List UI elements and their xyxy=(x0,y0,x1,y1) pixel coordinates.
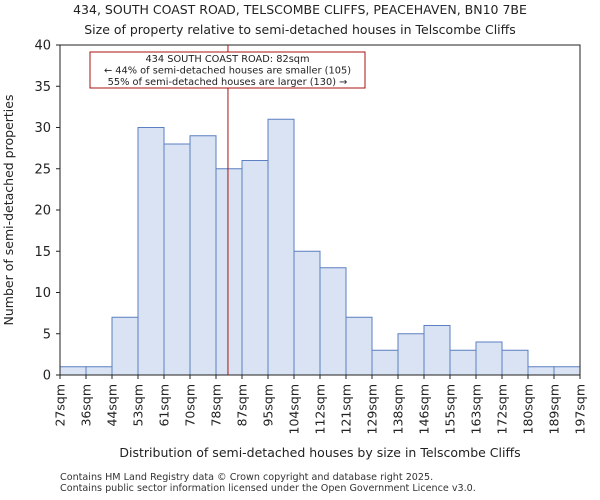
x-tick-label-121sqm: 121sqm xyxy=(339,384,354,434)
y-tick-label-30: 30 xyxy=(34,121,51,136)
bar-61sqm xyxy=(163,143,191,376)
footer-line-1: Contains HM Land Registry data © Crown c… xyxy=(60,472,434,483)
footer-line-2: Contains public sector information licen… xyxy=(60,483,476,494)
y-tick-label-5: 5 xyxy=(43,327,51,342)
x-tick-label-112sqm: 112sqm xyxy=(313,384,328,434)
x-tick-label-27sqm: 27sqm xyxy=(53,384,68,427)
bar-112sqm xyxy=(319,267,347,376)
x-tick-label-163sqm: 163sqm xyxy=(469,384,484,434)
bar-95sqm xyxy=(267,118,295,376)
x-tick-label-70sqm: 70sqm xyxy=(183,384,198,427)
x-tick-label-180sqm: 180sqm xyxy=(521,384,536,434)
y-tick-label-35: 35 xyxy=(34,80,51,95)
x-tick-label-129sqm: 129sqm xyxy=(365,384,380,434)
x-axis-label: Distribution of semi-detached houses by … xyxy=(119,445,520,460)
x-tick-label-95sqm: 95sqm xyxy=(261,384,276,427)
x-tick-label-146sqm: 146sqm xyxy=(417,384,432,434)
bar-87sqm xyxy=(241,160,269,376)
x-tick-label-36sqm: 36sqm xyxy=(79,384,94,427)
chart-subtitle: Size of property relative to semi-detach… xyxy=(84,22,516,37)
annotation-line-2: ← 44% of semi-detached houses are smalle… xyxy=(104,66,351,77)
bar-27sqm xyxy=(59,366,87,376)
x-tick-label-61sqm: 61sqm xyxy=(157,384,172,427)
bar-155sqm xyxy=(449,349,477,376)
annotation-line-1: 434 SOUTH COAST ROAD: 82sqm xyxy=(145,54,309,65)
y-tick-label-25: 25 xyxy=(34,162,51,177)
bar-180sqm xyxy=(527,366,555,376)
y-tick-label-0: 0 xyxy=(43,369,51,384)
bar-53sqm xyxy=(137,127,165,376)
x-tick-label-44sqm: 44sqm xyxy=(105,384,120,427)
x-tick-label-155sqm: 155sqm xyxy=(443,384,458,434)
chart-title: 434, SOUTH COAST ROAD, TELSCOMBE CLIFFS,… xyxy=(73,2,527,17)
annotation-box xyxy=(89,51,366,89)
bar-172sqm xyxy=(501,349,529,376)
footer: Contains HM Land Registry data © Crown c… xyxy=(60,472,476,494)
x-tick-label-172sqm: 172sqm xyxy=(495,384,510,434)
bar-138sqm xyxy=(397,333,425,376)
x-tick-label-53sqm: 53sqm xyxy=(131,384,146,427)
x-tick-label-104sqm: 104sqm xyxy=(287,384,302,434)
bar-129sqm xyxy=(371,349,399,376)
x-tick-label-87sqm: 87sqm xyxy=(235,384,250,427)
y-tick-label-10: 10 xyxy=(34,286,51,301)
bar-44sqm xyxy=(111,316,139,376)
bar-121sqm xyxy=(345,316,373,376)
y-axis-label: Number of semi-detached properties xyxy=(1,95,16,326)
annotation-line-3: 55% of semi-detached houses are larger (… xyxy=(108,77,348,88)
bar-163sqm xyxy=(475,341,503,376)
y-tick-label-40: 40 xyxy=(34,39,51,54)
bar-78sqm xyxy=(215,168,243,376)
bar-36sqm xyxy=(85,366,113,376)
y-tick-label-20: 20 xyxy=(34,204,51,219)
x-tick-label-197sqm: 197sqm xyxy=(573,384,588,434)
x-tick-label-189sqm: 189sqm xyxy=(547,384,562,434)
bar-70sqm xyxy=(189,135,217,376)
bar-189sqm xyxy=(553,366,581,376)
y-tick-label-15: 15 xyxy=(34,245,51,260)
x-tick-label-138sqm: 138sqm xyxy=(391,384,406,434)
x-tick-label-78sqm: 78sqm xyxy=(209,384,224,427)
bar-146sqm xyxy=(423,325,451,376)
bar-104sqm xyxy=(293,250,321,376)
